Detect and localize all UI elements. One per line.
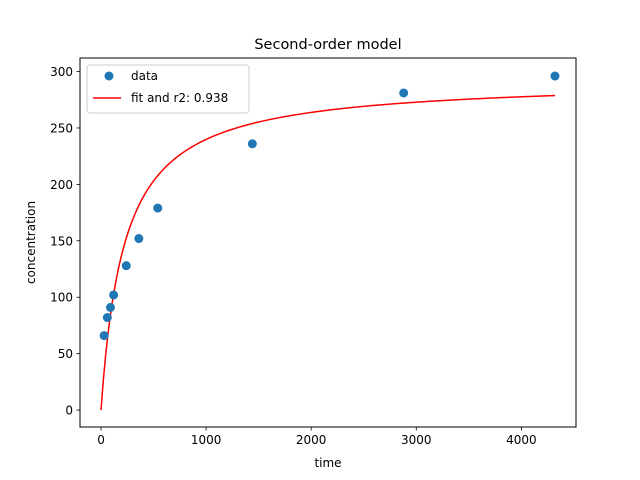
legend-label-fit: fit and r2: 0.938	[131, 91, 228, 105]
data-point	[105, 302, 115, 312]
y-tick-label: 300	[50, 65, 73, 79]
y-tick-label: 100	[50, 291, 73, 305]
data-point	[153, 203, 163, 213]
x-axis: 0 1000 2000 3000 4000	[97, 427, 537, 447]
legend-label-data: data	[131, 69, 158, 83]
y-axis: 0 50 100 150 200 250 300	[50, 65, 80, 418]
y-tick-label: 150	[50, 234, 73, 248]
y-tick-label: 50	[58, 347, 73, 361]
legend: data fit and r2: 0.938	[86, 64, 250, 114]
x-tick-label: 3000	[401, 433, 432, 447]
data-point	[109, 290, 119, 300]
plot-layer	[99, 71, 560, 411]
data-point	[399, 88, 409, 98]
data-point	[550, 71, 560, 81]
x-axis-label: time	[314, 456, 341, 470]
data-point	[134, 234, 144, 244]
y-tick-label: 200	[50, 178, 73, 192]
y-axis-label: concentration	[24, 201, 38, 284]
data-point	[247, 139, 257, 149]
y-tick-label: 250	[50, 121, 73, 135]
x-tick-label: 1000	[191, 433, 222, 447]
y-tick-label: 0	[65, 404, 73, 418]
legend-marker-data	[104, 71, 114, 81]
x-tick-label: 2000	[296, 433, 327, 447]
x-tick-label: 0	[97, 433, 105, 447]
legend-box	[86, 64, 250, 114]
plot-frame	[79, 57, 577, 428]
data-point	[102, 313, 112, 323]
data-point	[99, 331, 109, 341]
chart-title: Second-order model	[254, 37, 401, 53]
fit-curve	[100, 94, 556, 411]
data-point	[121, 261, 131, 271]
x-tick-label: 4000	[506, 433, 537, 447]
